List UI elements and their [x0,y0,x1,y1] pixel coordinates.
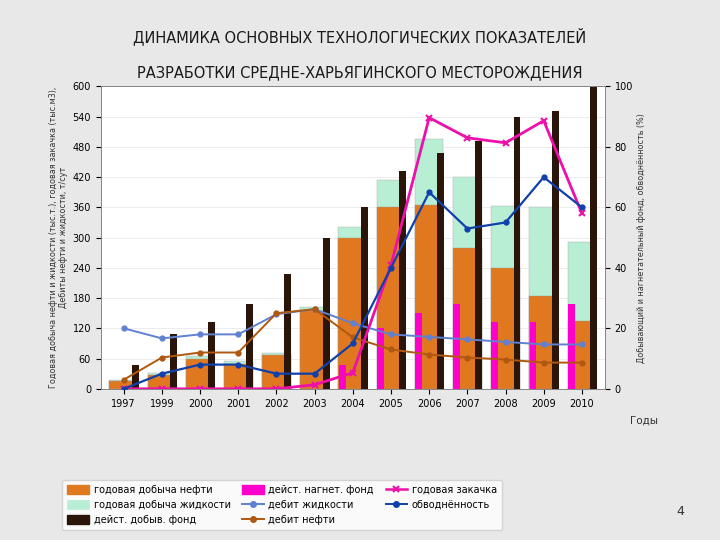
Bar [475,141,482,389]
Text: Годы: Годы [630,416,658,426]
Text: ДИНАМИКА ОСНОВНЫХ ТЕХНОЛОГИЧЕСКИХ ПОКАЗАТЕЛЕЙ: ДИНАМИКА ОСНОВНЫХ ТЕХНОЛОГИЧЕСКИХ ПОКАЗА… [133,27,587,45]
Text: 4: 4 [676,505,684,518]
Bar [338,364,346,389]
Bar [529,295,558,389]
Bar [529,207,558,389]
Bar [590,86,597,389]
Bar [513,117,521,389]
Bar [170,334,177,389]
Y-axis label: Годовая добыча нефти и жидкости (тыс.т.), годовая закачка (тыс.м3),
Дебиты нефти: Годовая добыча нефти и жидкости (тыс.т.)… [49,87,68,388]
Bar [453,248,482,389]
Bar [148,373,176,389]
Bar [224,363,253,389]
Bar [567,321,596,389]
Bar [246,304,253,389]
Bar [415,139,444,389]
Bar [415,205,444,389]
Bar [300,310,329,389]
Bar [568,304,575,389]
Bar [262,355,291,389]
Y-axis label: Добывающий и нагнетательный фонд, обводнённость (%): Добывающий и нагнетательный фонд, обводн… [637,113,646,362]
Bar [377,207,405,389]
Text: РАЗРАБОТКИ СРЕДНЕ-ХАРЬЯГИНСКОГО МЕСТОРОЖДЕНИЯ: РАЗРАБОТКИ СРЕДНЕ-ХАРЬЯГИНСКОГО МЕСТОРОЖ… [138,65,582,80]
Bar [453,177,482,389]
Bar [491,206,520,389]
Bar [323,238,330,389]
Bar [284,274,292,389]
Bar [399,171,406,389]
Bar [453,304,460,389]
Bar [186,359,215,389]
Bar [132,364,139,389]
Bar [377,328,384,389]
Bar [491,268,520,389]
Bar [208,322,215,389]
Bar [186,356,215,389]
Bar [530,322,536,389]
Bar [109,380,138,389]
Bar [437,153,444,389]
Bar [148,375,176,389]
Bar [415,313,422,389]
Bar [109,381,138,389]
Bar [300,307,329,389]
Bar [491,322,498,389]
Bar [224,361,253,389]
Bar [552,111,559,389]
Bar [262,353,291,389]
Bar [377,180,405,389]
Legend: годовая добыча нефти, годовая добыча жидкости, дейст. добыв. фонд, дейст. нагнет: годовая добыча нефти, годовая добыча жид… [63,480,502,530]
Bar [338,238,367,389]
Bar [567,241,596,389]
Bar [338,226,367,389]
Bar [361,207,368,389]
